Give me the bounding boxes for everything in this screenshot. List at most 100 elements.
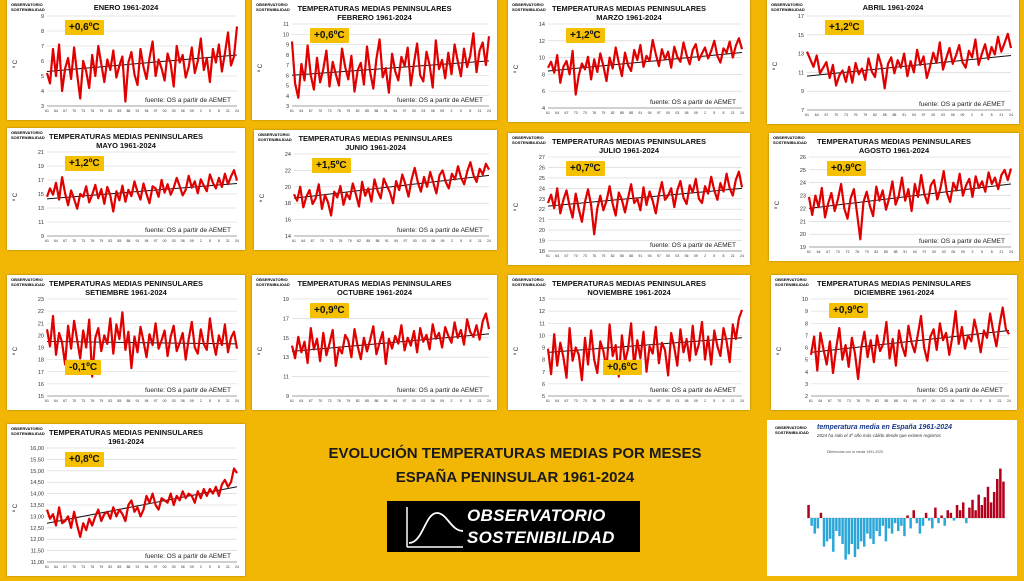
x-tick-label: 67 xyxy=(826,250,830,254)
temperature-series-line xyxy=(546,170,744,236)
x-tick-label: 97 xyxy=(403,239,407,243)
x-tick-label: 85 xyxy=(884,250,888,254)
x-tick-label: 94 xyxy=(394,239,398,243)
y-axis-label: º C xyxy=(258,346,265,355)
x-tick-label: 2 xyxy=(970,399,972,403)
x-tick-label: 5 xyxy=(713,399,715,403)
x-tick-label: 67 xyxy=(311,239,315,243)
temperature-series-line xyxy=(809,306,1010,381)
x-tick-label: 70 xyxy=(836,250,840,254)
month-chart-panel: OBSERVATORIO SOSTENIBILIDAD TEMPERATURAS M… xyxy=(252,0,497,120)
x-tick-label: 76 xyxy=(856,399,860,403)
x-tick-label: 94 xyxy=(912,113,916,117)
x-tick-label: 70 xyxy=(837,399,841,403)
y-tick-label: 17 xyxy=(38,178,44,184)
x-tick-label: 24 xyxy=(487,109,491,113)
x-tick-label: 24 xyxy=(1009,250,1013,254)
x-tick-label: 5 xyxy=(713,254,715,258)
chart-subtitle: MARZO 1961-2024 xyxy=(596,13,662,22)
source-note: fuente: OS a partir de AEMET xyxy=(145,97,231,104)
x-tick-label: 88 xyxy=(126,239,130,243)
x-tick-label: 70 xyxy=(574,399,578,403)
x-tick-label: 06 xyxy=(181,399,185,403)
x-tick-label: 8 xyxy=(723,111,725,115)
y-tick-label: 13,00 xyxy=(30,514,44,520)
x-tick-label: 73 xyxy=(81,565,85,569)
y-axis-label: º C xyxy=(258,63,265,73)
x-tick-label: 21 xyxy=(226,239,230,243)
y-tick-label: 8 xyxy=(805,321,808,327)
y-tick-label: 11 xyxy=(38,220,44,226)
anomaly-bar xyxy=(838,518,841,537)
main-title-line1: EVOLUCIÓN TEMPERATURAS MEDIAS POR MESES xyxy=(328,445,702,462)
x-tick-label: 88 xyxy=(629,399,633,403)
x-tick-label: 5 xyxy=(460,239,462,243)
anomaly-bar xyxy=(890,518,894,534)
x-tick-label: 64 xyxy=(818,399,822,403)
x-tick-label: 09 xyxy=(441,239,445,243)
y-tick-label: 20 xyxy=(800,232,806,238)
annual-anomaly-chart: OBSERVATORIO SOSTENIBILIDAD temperatura m… xyxy=(767,420,1017,576)
temperature-series-line xyxy=(45,311,239,378)
x-tick-label: 03 xyxy=(422,239,426,243)
x-tick-label: 24 xyxy=(487,399,491,403)
x-tick-label: 00 xyxy=(666,111,670,115)
x-tick-label: 73 xyxy=(844,113,848,117)
anomaly-bar xyxy=(912,510,915,518)
mini-subtitle: 2024 ha sido el 3º año más cálido desde … xyxy=(817,433,941,438)
x-tick-label: 88 xyxy=(126,399,130,403)
x-tick-label: 97 xyxy=(657,254,661,258)
y-tick-label: 8 xyxy=(286,53,289,59)
x-tick-label: 8 xyxy=(989,399,991,403)
x-tick-label: 76 xyxy=(855,250,859,254)
os-logo: OBSERVATORIO SOSTENIBILIDAD xyxy=(11,277,45,287)
x-tick-label: 24 xyxy=(235,239,239,243)
x-tick-label: 24 xyxy=(1007,399,1011,403)
anomaly-bar xyxy=(977,494,980,518)
x-tick-label: 21 xyxy=(226,399,230,403)
x-tick-label: 61 xyxy=(45,109,49,113)
x-tick-label: 8 xyxy=(723,254,725,258)
x-tick-label: 06 xyxy=(431,109,435,113)
y-tick-label: 8 xyxy=(542,358,545,364)
y-axis-label: º C xyxy=(514,346,521,355)
x-tick-label: 00 xyxy=(163,109,167,113)
x-tick-label: 06 xyxy=(181,239,185,243)
y-tick-label: 6 xyxy=(542,382,545,388)
brand-logo: OBSERVATORIO SOSTENIBILIDAD xyxy=(387,501,640,552)
x-tick-label: 61 xyxy=(809,399,813,403)
y-axis-label: º C xyxy=(514,202,521,212)
x-tick-label: 76 xyxy=(337,399,341,403)
x-tick-label: 06 xyxy=(181,565,185,569)
anomaly-bar xyxy=(943,518,946,526)
x-tick-label: 64 xyxy=(815,113,819,117)
anomaly-bar xyxy=(850,518,854,544)
source-note: fuente: OS a partir de AEMET xyxy=(397,97,483,104)
y-tick-label: 24 xyxy=(285,152,291,158)
y-tick-label: 7 xyxy=(542,370,545,376)
x-tick-label: 91 xyxy=(638,399,642,403)
month-chart-panel: OBSERVATORIO SOSTENIBILIDAD TEMPERATURAS M… xyxy=(771,275,1017,410)
x-tick-label: 79 xyxy=(865,250,869,254)
y-tick-label: 6 xyxy=(542,89,545,95)
temperature-series-line xyxy=(290,312,491,368)
y-tick-label: 11,50 xyxy=(31,549,44,555)
x-tick-label: 91 xyxy=(902,113,906,117)
x-tick-label: 03 xyxy=(675,254,679,258)
x-tick-label: 85 xyxy=(365,399,369,403)
x-tick-label: 85 xyxy=(620,111,624,115)
month-chart-panel: OBSERVATORIO SOSTENIBILIDAD TEMPERATURAS M… xyxy=(7,128,245,250)
x-tick-label: 97 xyxy=(154,109,158,113)
x-tick-label: 00 xyxy=(412,399,416,403)
os-logo: OBSERVATORIO SOSTENIBILIDAD xyxy=(771,2,805,12)
y-tick-label: 9 xyxy=(41,234,44,240)
x-tick-label: 21 xyxy=(999,250,1003,254)
anomaly-bar xyxy=(853,518,857,557)
x-tick-label: 06 xyxy=(685,254,689,258)
chart-subtitle: AGOSTO 1961-2024 xyxy=(858,146,930,155)
y-tick-label: 11 xyxy=(539,321,545,327)
x-tick-label: 06 xyxy=(181,109,185,113)
